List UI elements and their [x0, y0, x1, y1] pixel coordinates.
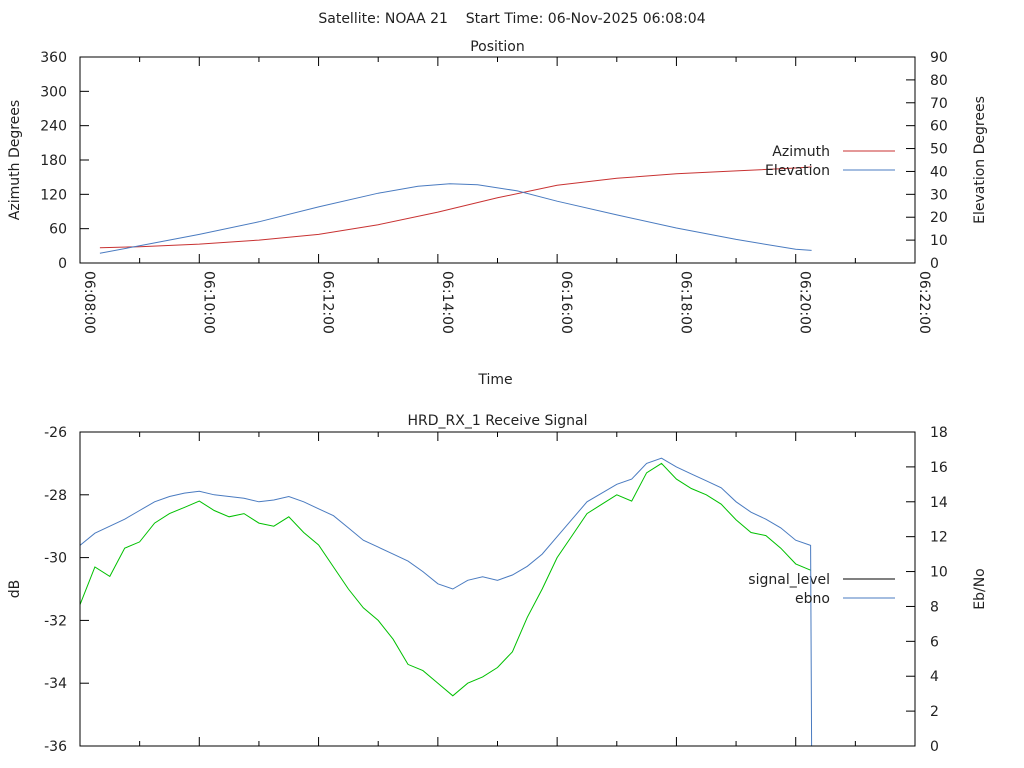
y2-tick-label: 80: [930, 73, 948, 89]
y2-tick-label: 6: [930, 634, 939, 650]
y2-tick-label: 2: [930, 704, 939, 720]
y2-tick-label: 16: [930, 460, 948, 476]
y-tick-label: 300: [40, 84, 67, 100]
series-line-azimuth: [99, 166, 812, 249]
y-tick-label: 0: [58, 256, 67, 272]
x-tick-label: 06:22:00: [916, 271, 932, 334]
plot-title: Position: [470, 39, 525, 55]
y2-tick-label: 14: [930, 495, 948, 511]
x-tick-label: 06:18:00: [677, 271, 693, 334]
x-tick-label: 06:10:00: [200, 271, 216, 334]
legend-label: ebno: [795, 591, 830, 607]
y-tick-label: -34: [44, 676, 67, 692]
series-line-elevation: [99, 183, 812, 254]
y2-tick-label: 18: [930, 425, 948, 441]
x-axis-label: Time: [477, 372, 512, 388]
y-tick-label: -26: [44, 425, 67, 441]
plot-frame: [79, 56, 916, 264]
series-line-ebno: [79, 457, 813, 747]
y-tick-label: -30: [44, 551, 67, 567]
y2-tick-label: 12: [930, 530, 948, 546]
x-tick-label: 06:12:00: [320, 271, 336, 334]
y-axis-label: dB: [7, 580, 23, 599]
y-tick-label: 240: [40, 119, 67, 135]
x-tick-label: 06:16:00: [558, 271, 574, 334]
y2-tick-label: 40: [930, 164, 948, 180]
y-tick-label: 120: [40, 187, 67, 203]
y-tick-label: -32: [44, 613, 67, 629]
y2-axis-label: Eb/No: [972, 568, 988, 610]
y2-tick-label: 4: [930, 669, 939, 685]
legend-label: Elevation: [765, 163, 830, 179]
y2-tick-label: 10: [930, 565, 948, 581]
x-tick-label: 06:14:00: [439, 271, 455, 334]
y-tick-label: 60: [49, 222, 67, 238]
y-tick-label: -36: [44, 739, 67, 755]
y-tick-label: 180: [40, 153, 67, 169]
y2-tick-label: 90: [930, 50, 948, 66]
y-axis-label: Azimuth Degrees: [7, 100, 23, 220]
series-line-signal-level: [79, 462, 811, 697]
plot-frame: [79, 431, 916, 747]
y2-tick-label: 30: [930, 187, 948, 203]
x-tick-label: 06:20:00: [797, 271, 813, 334]
y-tick-label: 360: [40, 50, 67, 66]
y2-tick-label: 10: [930, 233, 948, 249]
y2-tick-label: 50: [930, 142, 948, 158]
x-tick-label: 06:08:00: [81, 271, 97, 334]
position-plot: Position 06:08:00 06:10:00 06:12:00 06:14:00…: [7, 39, 988, 388]
figure-title: Satellite: NOAA 21 Start Time: 06-Nov-20…: [318, 11, 705, 27]
y2-tick-label: 70: [930, 96, 948, 112]
receive-signal-plot: HRD_RX_1 Receive Signal -36 -34 -32 -30 -28 -2…: [7, 413, 988, 755]
y-tick-label: -28: [44, 488, 67, 504]
y2-tick-label: 0: [930, 256, 939, 272]
y2-axis-label: Elevation Degrees: [972, 96, 988, 224]
plot-title: HRD_RX_1 Receive Signal: [408, 413, 588, 429]
y2-tick-label: 60: [930, 119, 948, 135]
legend-label: Azimuth: [772, 144, 830, 160]
legend-label: signal_level: [748, 572, 830, 588]
y2-tick-label: 8: [930, 599, 939, 615]
y2-tick-label: 20: [930, 210, 948, 226]
y2-tick-label: 0: [930, 739, 939, 755]
